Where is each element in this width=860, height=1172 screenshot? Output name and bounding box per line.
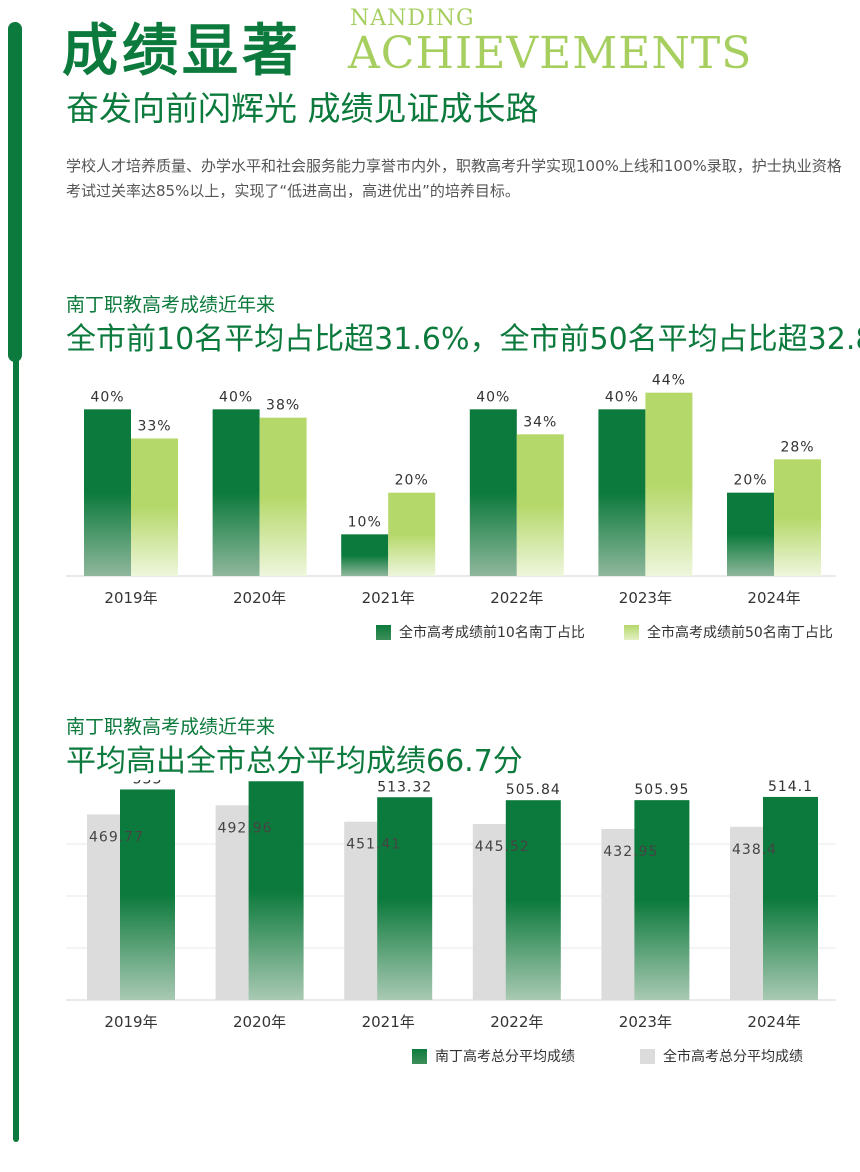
- intro-paragraph: 学校人才培养质量、办学水平和社会服务能力享誉市内外，职教高考升学实现100%上线…: [66, 157, 842, 200]
- chart1-legend-item-2: 全市高考成绩前50名南丁占比: [624, 622, 833, 642]
- chart2-bar-nanding: [505, 800, 561, 1000]
- chart1-tick-label: 2019年: [104, 589, 157, 607]
- legend-swatch-dark-green: [376, 624, 391, 640]
- ranking-bar-chart: 40% 33% 2019年 40% 38% 2020年 10% 20% 2021年 40% 34% 2…: [66, 373, 836, 607]
- section1-headline: 全市前10名平均占比超31.6%，全市前50名平均占比超32.8%: [66, 322, 860, 357]
- legend-label: 全市高考成绩前50名南丁占比: [647, 625, 833, 641]
- chart2-bar-nanding: [120, 789, 175, 1000]
- chart2-tick-label: 2019年: [104, 1013, 157, 1031]
- chart1-data-label: 44%: [652, 373, 686, 389]
- chart2-data-label-nanding: 533: [133, 780, 163, 787]
- chart1-bar: [469, 409, 517, 576]
- chart1-bar: [645, 392, 693, 576]
- chart2-legend-item-2: 全市高考总分平均成绩: [640, 1046, 803, 1066]
- chart2-tick-label: 2020年: [233, 1013, 286, 1031]
- legend-label: 全市高考总分平均成绩: [663, 1049, 803, 1065]
- chart1-data-label: 38%: [266, 398, 300, 414]
- section2-kicker: 南丁职教高考成绩近年来: [66, 716, 276, 738]
- chart1-data-label: 34%: [523, 414, 557, 430]
- chart2-data-label-city: 451.41: [346, 837, 401, 853]
- chart2-bar-nanding: [763, 796, 818, 1000]
- legend-label: 全市高考成绩前10名南丁占比: [399, 625, 585, 641]
- chart1-data-label: 40%: [90, 389, 124, 405]
- chart1-tick-label: 2023年: [619, 589, 672, 607]
- score-bar-chart: 533469.772019年553.8492.962020年513.32451.…: [66, 780, 836, 1031]
- chart1-tick-label: 2020年: [233, 589, 286, 607]
- title-en-big: ACHIEVEMENTS: [348, 28, 753, 79]
- chart1-bar: [516, 434, 564, 576]
- chart1-bar: [388, 492, 436, 576]
- chart1-bar: [774, 459, 821, 576]
- chart1-data-label: 20%: [733, 473, 767, 489]
- chart2-tick-label: 2023年: [619, 1013, 672, 1031]
- chart2-bar-nanding: [634, 800, 690, 1000]
- chart1-bar: [259, 417, 307, 576]
- chart1-data-label: 28%: [780, 439, 814, 455]
- chart1-data-label: 40%: [605, 389, 639, 405]
- chart2-data-label-nanding: 505.84: [506, 782, 561, 798]
- side-accent-bar: [8, 22, 22, 362]
- chart2-data-label-city: 438.4: [732, 842, 777, 858]
- chart1-data-label: 40%: [476, 389, 510, 405]
- chart1-bar: [131, 438, 178, 576]
- chart1-data-label: 33%: [137, 419, 171, 435]
- chart1-bar: [341, 534, 389, 576]
- chart1-tick-label: 2021年: [362, 589, 415, 607]
- chart1-data-label: 10%: [348, 514, 382, 530]
- legend-swatch-light-green: [624, 624, 639, 640]
- chart2-data-label-city: 492.96: [218, 820, 273, 836]
- side-accent-line: [13, 22, 19, 1142]
- chart2-legend-item-1: 南丁高考总分平均成绩: [412, 1046, 575, 1066]
- legend-label: 南丁高考总分平均成绩: [435, 1049, 575, 1065]
- chart2-tick-label: 2021年: [362, 1013, 415, 1031]
- legend-swatch-dark-green: [412, 1048, 427, 1064]
- chart1-bar: [598, 409, 646, 576]
- page-subtitle: 奋发向前闪辉光 成绩见证成长路: [66, 89, 539, 128]
- chart2-tick-label: 2022年: [490, 1013, 543, 1031]
- chart1-bar: [212, 409, 260, 576]
- chart2-data-label-nanding: 513.32: [377, 780, 432, 795]
- chart1-tick-label: 2022年: [490, 589, 543, 607]
- chart2-data-label-nanding: 514.1: [768, 780, 813, 795]
- title-en-small: NANDING: [350, 6, 475, 31]
- chart2-data-label-city: 469.77: [89, 829, 144, 845]
- chart2-data-label-city: 432.95: [603, 844, 658, 860]
- chart2-tick-label: 2024年: [747, 1013, 800, 1031]
- chart1-bar: [727, 492, 774, 576]
- chart2-data-label-city: 445.52: [475, 839, 530, 855]
- chart1-legend-item-1: 全市高考成绩前10名南丁占比: [376, 622, 585, 642]
- chart1-bar: [84, 409, 131, 576]
- legend-swatch-gray: [640, 1048, 655, 1064]
- chart1-tick-label: 2024年: [747, 589, 800, 607]
- chart1-data-label: 40%: [219, 389, 253, 405]
- chart2-bar-nanding: [377, 797, 433, 1000]
- section2-headline: 平均高出全市总分平均成绩66.7分: [66, 744, 523, 779]
- chart2-data-label-nanding: 505.95: [634, 782, 689, 798]
- chart1-data-label: 20%: [395, 473, 429, 489]
- section1-kicker: 南丁职教高考成绩近年来: [66, 294, 276, 316]
- page-title: 成绩显著: [62, 19, 302, 84]
- chart2-bar-nanding: [248, 781, 304, 1000]
